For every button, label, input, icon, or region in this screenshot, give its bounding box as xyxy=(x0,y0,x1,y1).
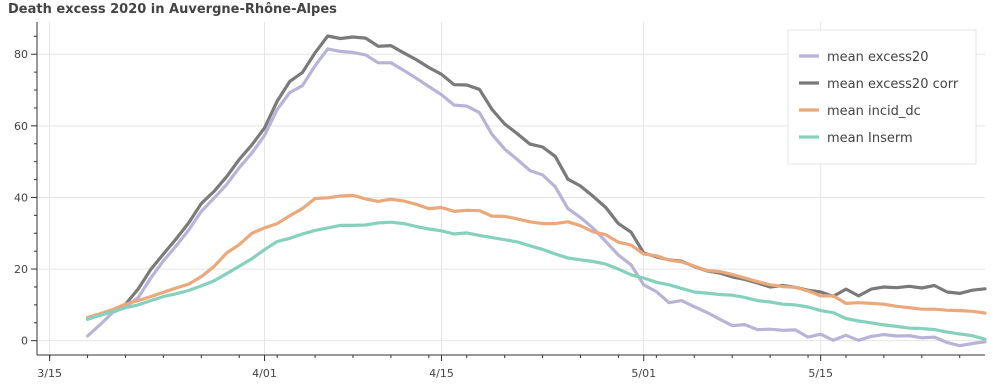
x-tick-label: 5/15 xyxy=(808,367,833,380)
series-line-2 xyxy=(85,34,987,321)
y-tick-label: 20 xyxy=(14,263,28,276)
legend-label-4: mean Inserm xyxy=(827,131,913,146)
legend-label-2: mean excess20 corr xyxy=(827,77,959,92)
legend-label-1: mean excess20 xyxy=(827,50,928,65)
x-tick-label: 4/01 xyxy=(252,367,277,380)
legend: mean excess20 mean excess20 corr mean inci… xyxy=(787,29,977,165)
series-line-4 xyxy=(85,220,987,341)
x-tick-label: 4/15 xyxy=(429,367,454,380)
y-tick-label: 0 xyxy=(21,335,28,348)
series-lines xyxy=(85,34,987,348)
chart-title: Death excess 2020 in Auvergne-Rhône-Alpe… xyxy=(8,2,337,17)
y-tick-label: 60 xyxy=(14,120,28,133)
y-tick-label: 40 xyxy=(14,191,28,204)
legend-box xyxy=(787,29,977,165)
x-tick-label: 5/01 xyxy=(631,367,656,380)
series-line-1 xyxy=(85,47,987,348)
axes: 0 20 40 60 80 3/15 4/01 4/15 5/01 5/15 xyxy=(14,22,985,380)
x-tick-label: 3/15 xyxy=(37,367,62,380)
y-tick-label: 80 xyxy=(14,48,28,61)
legend-label-3: mean incid_dc xyxy=(827,104,921,119)
series-line-3 xyxy=(85,193,987,319)
